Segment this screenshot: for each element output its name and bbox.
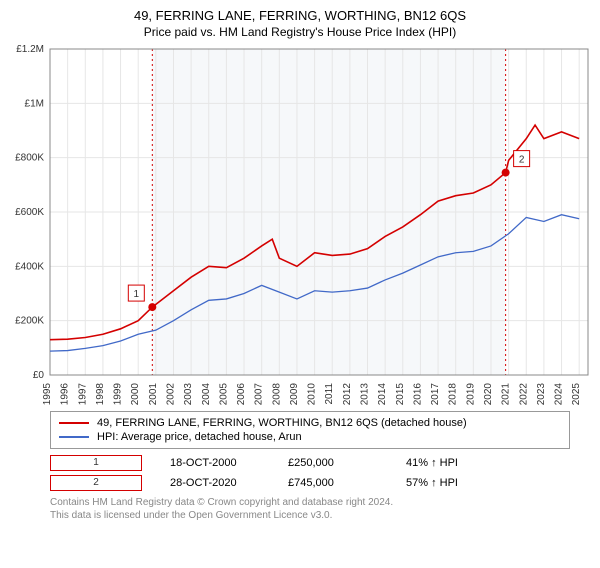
svg-text:2011: 2011 bbox=[324, 383, 335, 405]
svg-text:2004: 2004 bbox=[201, 383, 212, 406]
transactions-table: 1 18-OCT-2000 £250,000 41% ↑ HPI 2 28-OC… bbox=[50, 453, 600, 493]
svg-text:2025: 2025 bbox=[571, 383, 582, 406]
legend-label: HPI: Average price, detached house, Arun bbox=[97, 431, 302, 443]
attribution-line: This data is licensed under the Open Gov… bbox=[50, 510, 600, 523]
svg-text:2018: 2018 bbox=[448, 383, 459, 406]
svg-text:2013: 2013 bbox=[360, 383, 371, 406]
svg-text:2009: 2009 bbox=[289, 383, 300, 406]
transaction-hpi: 41% ↑ HPI bbox=[406, 457, 496, 469]
table-row: 2 28-OCT-2020 £745,000 57% ↑ HPI bbox=[50, 473, 600, 493]
svg-text:2: 2 bbox=[519, 155, 525, 166]
svg-text:£1.2M: £1.2M bbox=[16, 44, 44, 55]
line-chart: £0£200K£400K£600K£800K£1M£1.2M1995199619… bbox=[50, 45, 588, 405]
svg-text:2007: 2007 bbox=[254, 383, 265, 406]
svg-text:2012: 2012 bbox=[342, 383, 353, 406]
attribution-line: Contains HM Land Registry data © Crown c… bbox=[50, 497, 600, 510]
svg-text:2024: 2024 bbox=[554, 383, 565, 406]
svg-text:£600K: £600K bbox=[15, 207, 44, 218]
svg-text:£1M: £1M bbox=[25, 98, 44, 109]
attribution: Contains HM Land Registry data © Crown c… bbox=[50, 497, 600, 522]
svg-text:£0: £0 bbox=[33, 370, 45, 381]
svg-text:2019: 2019 bbox=[465, 383, 476, 406]
transaction-date: 18-OCT-2000 bbox=[170, 457, 260, 469]
svg-text:2023: 2023 bbox=[536, 383, 547, 406]
chart-title: 49, FERRING LANE, FERRING, WORTHING, BN1… bbox=[0, 8, 600, 23]
svg-text:2010: 2010 bbox=[307, 383, 318, 406]
transaction-hpi: 57% ↑ HPI bbox=[406, 477, 496, 489]
svg-text:2015: 2015 bbox=[395, 383, 406, 406]
svg-text:2022: 2022 bbox=[518, 383, 529, 406]
legend-item: 49, FERRING LANE, FERRING, WORTHING, BN1… bbox=[59, 416, 561, 430]
svg-text:2008: 2008 bbox=[271, 383, 282, 406]
svg-text:2006: 2006 bbox=[236, 383, 247, 406]
legend-label: 49, FERRING LANE, FERRING, WORTHING, BN1… bbox=[97, 417, 467, 429]
marker-badge: 2 bbox=[50, 475, 142, 491]
svg-text:2020: 2020 bbox=[483, 383, 494, 406]
svg-text:1998: 1998 bbox=[95, 383, 106, 406]
svg-text:1999: 1999 bbox=[113, 383, 124, 406]
svg-text:2001: 2001 bbox=[148, 383, 159, 406]
svg-text:1995: 1995 bbox=[42, 383, 53, 406]
svg-text:1: 1 bbox=[134, 289, 140, 300]
legend-swatch bbox=[59, 422, 89, 424]
svg-text:2021: 2021 bbox=[501, 383, 512, 406]
svg-text:£800K: £800K bbox=[15, 153, 44, 164]
marker-badge: 1 bbox=[50, 455, 142, 471]
transaction-price: £250,000 bbox=[288, 457, 378, 469]
svg-text:2017: 2017 bbox=[430, 383, 441, 406]
svg-text:£200K: £200K bbox=[15, 316, 44, 327]
legend-item: HPI: Average price, detached house, Arun bbox=[59, 430, 561, 444]
svg-text:1997: 1997 bbox=[77, 383, 88, 406]
legend: 49, FERRING LANE, FERRING, WORTHING, BN1… bbox=[50, 411, 570, 449]
table-row: 1 18-OCT-2000 £250,000 41% ↑ HPI bbox=[50, 453, 600, 473]
svg-text:2005: 2005 bbox=[218, 383, 229, 406]
svg-text:1996: 1996 bbox=[60, 383, 71, 406]
transaction-price: £745,000 bbox=[288, 477, 378, 489]
transaction-date: 28-OCT-2020 bbox=[170, 477, 260, 489]
svg-text:2000: 2000 bbox=[130, 383, 141, 406]
chart-area: £0£200K£400K£600K£800K£1M£1.2M1995199619… bbox=[50, 45, 588, 405]
svg-text:2014: 2014 bbox=[377, 383, 388, 406]
chart-subtitle: Price paid vs. HM Land Registry's House … bbox=[0, 25, 600, 39]
svg-text:£400K: £400K bbox=[15, 261, 44, 272]
svg-text:2003: 2003 bbox=[183, 383, 194, 406]
legend-swatch bbox=[59, 436, 89, 438]
svg-text:2002: 2002 bbox=[165, 383, 176, 406]
svg-text:2016: 2016 bbox=[412, 383, 423, 406]
